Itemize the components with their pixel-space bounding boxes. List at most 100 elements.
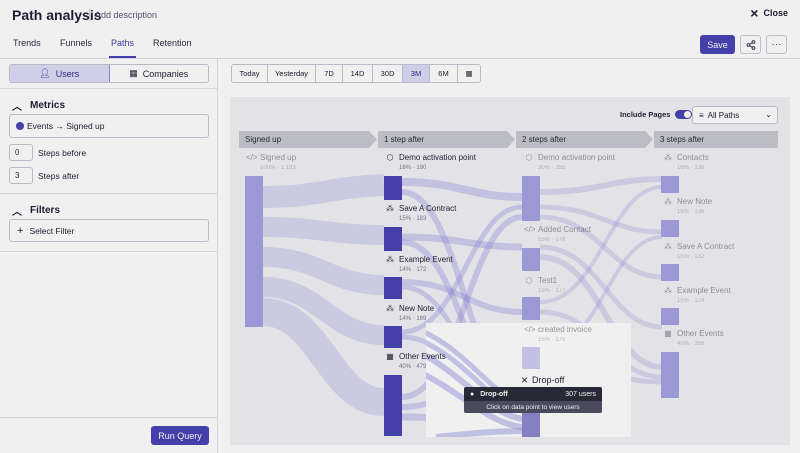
date-range-selector: Today Yesterday 7D 14D 30D 3M 6M ▦: [231, 64, 481, 83]
steps-after-label: Steps after: [38, 170, 80, 181]
date-yesterday[interactable]: Yesterday: [268, 65, 316, 82]
node-label[interactable]: ⁂ Save A Contract: [386, 204, 457, 213]
node-bar: [522, 248, 540, 271]
share-button[interactable]: [740, 35, 761, 54]
cube-icon: ⬡: [525, 276, 533, 285]
node-bar: [522, 297, 540, 320]
companies-label: Companies: [142, 68, 189, 79]
calendar-button[interactable]: ▦: [458, 65, 480, 82]
date-14d[interactable]: 14D: [343, 65, 373, 82]
filter-icon: ≡: [699, 110, 704, 120]
all-paths-dropdown[interactable]: ≡ All Paths ⌄: [692, 106, 778, 124]
node-bar: [661, 176, 679, 193]
node-stats: 15% · 177: [538, 288, 566, 294]
add-description-field[interactable]: Add description: [95, 10, 158, 20]
dropoff-tooltip: ● Drop-off 307 users Click on data point…: [464, 387, 602, 413]
include-pages-toggle[interactable]: Include Pages: [620, 110, 693, 119]
node-label[interactable]: </> created invoice: [524, 325, 592, 334]
select-filter-button[interactable]: + Select Filter: [9, 219, 209, 242]
close-icon: ×: [521, 373, 529, 387]
date-7d[interactable]: 7D: [316, 65, 343, 82]
tab-paths[interactable]: Paths: [108, 38, 137, 58]
node-label[interactable]: ⁂ Example Event: [664, 286, 731, 295]
node-label[interactable]: ⬡ Test1: [525, 276, 558, 285]
node-bar: [661, 352, 679, 398]
chevron-down-icon: ⌄: [765, 110, 772, 119]
column-header: Signed up: [239, 131, 377, 148]
chevron-up-icon: ︿: [12, 207, 22, 218]
node-stats: 15% · 175: [538, 337, 566, 343]
node-label[interactable]: ⁂ Example Event: [386, 255, 453, 264]
node-stats: 15% · 183: [399, 216, 427, 222]
node-label[interactable]: </> Added Contact: [524, 225, 591, 234]
metric-color-dot: [16, 122, 24, 130]
share-icon: [746, 39, 755, 50]
event-icon: ⁂: [664, 153, 672, 162]
grid-icon: ▦: [386, 352, 394, 361]
node-stats: 15% · 124: [677, 298, 705, 304]
dropoff-label: Drop-off: [532, 375, 565, 385]
more-icon: ···: [771, 39, 782, 50]
companies-toggle[interactable]: ▦ Companies: [110, 65, 209, 82]
title-divider: [89, 9, 90, 21]
node-stats: 30% · 355: [538, 165, 566, 171]
node-bar: [522, 347, 540, 369]
steps-before-input[interactable]: 0: [9, 144, 33, 161]
users-toggle[interactable]: 👤︎ Users: [10, 65, 110, 82]
building-icon: ▦: [129, 68, 138, 78]
node-stats: 14% · 169: [399, 316, 427, 322]
event-icon: ⁂: [386, 304, 394, 313]
node-stats: 16% · 190: [399, 165, 427, 171]
header-divider: [0, 58, 800, 59]
node-stats: 15% · 132: [677, 254, 705, 260]
sidebar-divider: [0, 193, 218, 194]
entity-toggle: 👤︎ Users ▦ Companies: [9, 64, 209, 83]
sidebar-divider: [0, 251, 218, 252]
toggle-switch[interactable]: [675, 110, 693, 119]
close-button[interactable]: × Close: [750, 6, 788, 20]
node-label[interactable]: ⁂ New Note: [664, 197, 713, 206]
tab-funnels[interactable]: Funnels: [60, 38, 93, 48]
date-today[interactable]: Today: [232, 65, 268, 82]
date-30d[interactable]: 30D: [373, 65, 403, 82]
save-button[interactable]: Save: [700, 35, 735, 54]
tab-trends[interactable]: Trends: [13, 38, 41, 48]
node-label[interactable]: </> Signed up: [246, 153, 297, 162]
node-label[interactable]: ⁂ New Note: [386, 304, 435, 313]
more-button[interactable]: ···: [766, 35, 787, 54]
node-bar: [384, 227, 402, 251]
node-label[interactable]: ⬡ Demo activation point: [386, 153, 476, 162]
all-paths-label: All Paths: [707, 110, 740, 120]
node-label[interactable]: ⁂ Save A Contract: [664, 242, 735, 251]
metric-selector[interactable]: Events → Signed up: [9, 114, 209, 138]
node-stats: 15% · 136: [677, 209, 705, 215]
node-label[interactable]: ⁂ Contacts: [664, 153, 709, 162]
code-icon: </>: [246, 153, 258, 162]
sidebar: 👤︎ Users ▦ Companies ︿ Metrics Events → …: [0, 59, 218, 453]
steps-after-input[interactable]: 3: [9, 167, 33, 184]
node-stats: 40% · 479: [399, 364, 427, 370]
node-label[interactable]: ⬡ Demo activation point: [525, 153, 615, 162]
user-icon: 👤︎: [39, 68, 51, 78]
steps-after-row: 3 Steps after: [9, 167, 79, 184]
column-3-bars: [661, 176, 679, 398]
node-bar: [384, 375, 402, 436]
dropoff-node-label[interactable]: × Drop-off: [521, 373, 564, 387]
users-label: Users: [55, 68, 80, 79]
filters-section-toggle[interactable]: ︿ Filters: [12, 203, 60, 218]
page-title: Path analysis: [12, 7, 102, 23]
node-label[interactable]: ▦ Other Events: [664, 329, 724, 338]
node-stats: 40% · 356: [677, 341, 705, 347]
node-label[interactable]: ▦ Other Events: [386, 352, 446, 361]
date-3m[interactable]: 3M: [403, 65, 430, 82]
steps-before-label: Steps before: [38, 147, 87, 158]
sidebar-divider: [0, 417, 218, 418]
tooltip-title: Drop-off: [480, 390, 508, 398]
metrics-section-toggle[interactable]: ︿ Metrics: [12, 98, 65, 113]
run-query-button[interactable]: Run Query: [151, 426, 209, 445]
code-icon: </>: [524, 325, 536, 334]
date-6m[interactable]: 6M: [430, 65, 458, 82]
tab-retention[interactable]: Retention: [153, 38, 192, 48]
node-bar: [661, 308, 679, 325]
cube-icon: ⬡: [525, 153, 533, 162]
